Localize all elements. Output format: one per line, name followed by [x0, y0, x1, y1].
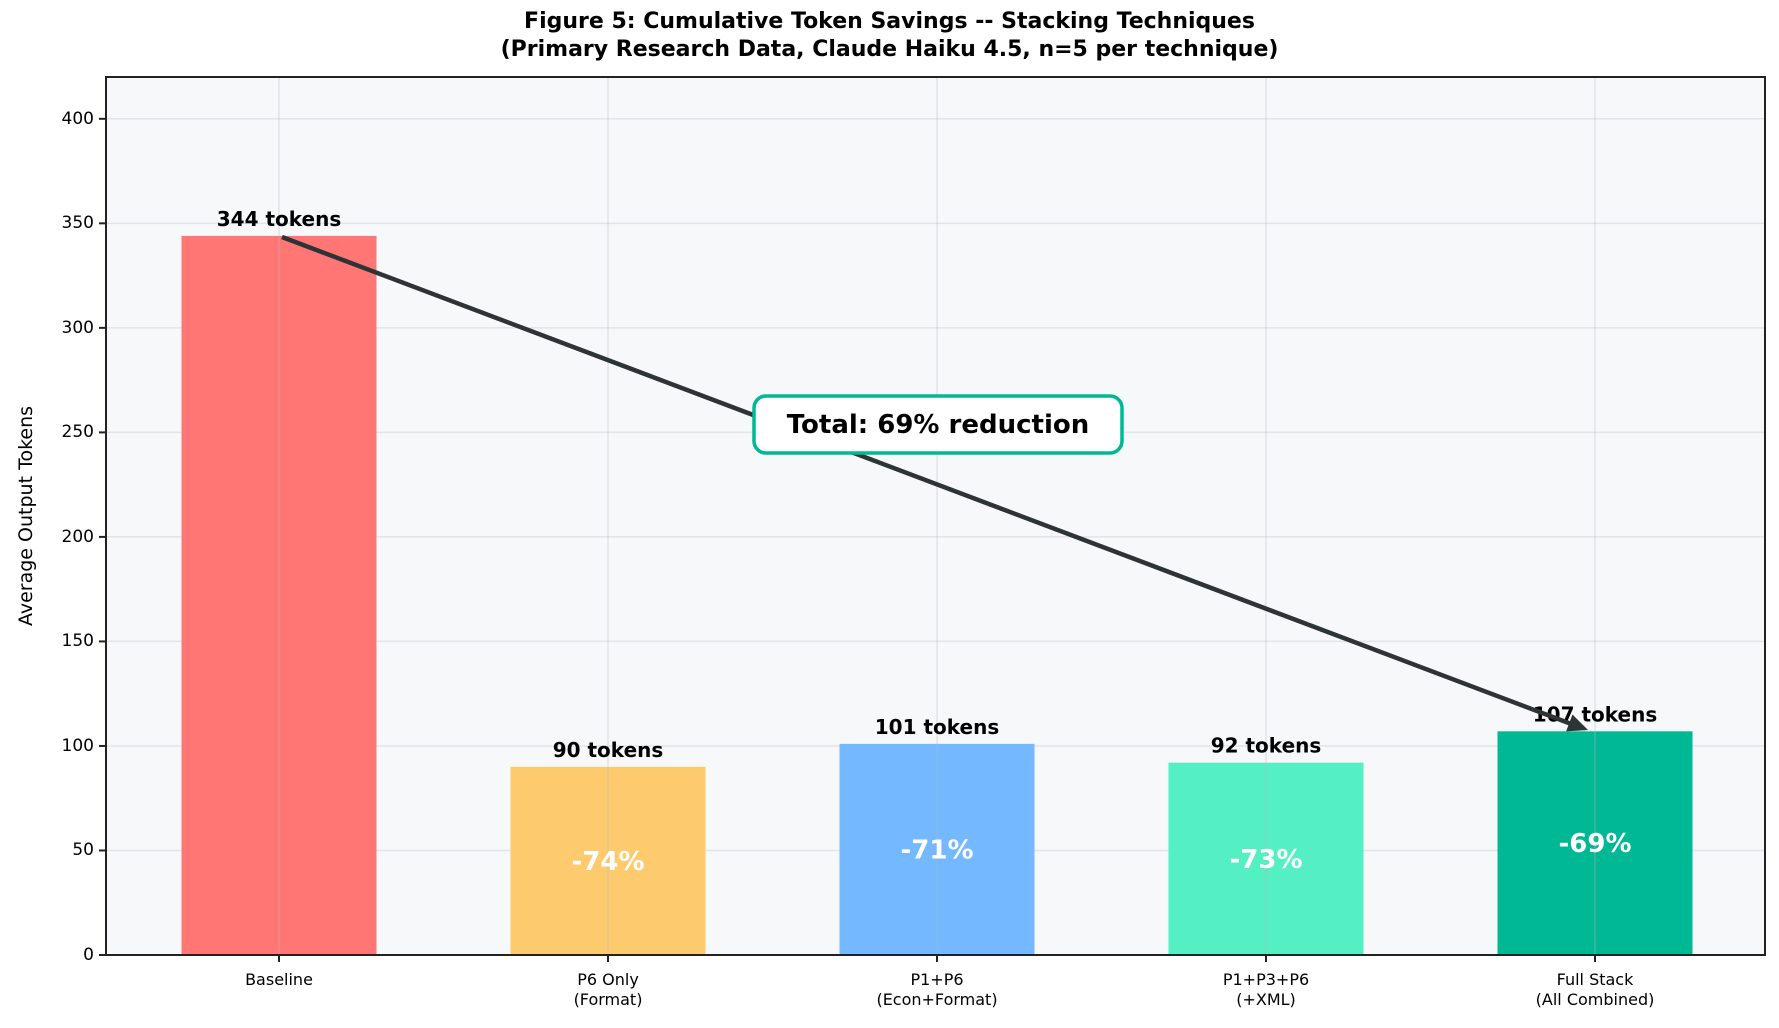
y-tick-label: 0: [83, 945, 94, 965]
y-tick-label: 350: [61, 213, 94, 234]
value-label: 90 tokens: [553, 738, 664, 762]
arrow-head-icon: [1566, 714, 1588, 732]
value-label: 344 tokens: [217, 207, 341, 231]
reduction-label: -69%: [1558, 829, 1631, 859]
x-tick-label: Baseline: [245, 970, 313, 989]
x-tick-label: P6 Only (Format): [573, 970, 643, 1009]
trend-arrow-line: [281, 234, 1575, 728]
bar: [1168, 762, 1364, 955]
y-tick-label: 150: [61, 631, 94, 652]
bar: [510, 766, 706, 955]
chart-title: Figure 5: Cumulative Token Savings -- St…: [0, 8, 1779, 64]
y-tick-label: 250: [61, 422, 94, 443]
y-tick-label: 200: [61, 526, 94, 547]
reduction-label: -73%: [1229, 845, 1302, 875]
reduction-label: -71%: [900, 835, 973, 865]
bar: [1497, 731, 1693, 955]
value-label: 101 tokens: [875, 715, 999, 739]
annotation-box: [752, 394, 1124, 455]
y-tick-label: 100: [61, 735, 94, 756]
x-tick-label: P1+P6 (Econ+Format): [876, 970, 998, 1009]
reduction-label: -74%: [571, 847, 644, 877]
bar: [181, 235, 377, 955]
title-line-1: Figure 5: Cumulative Token Savings -- St…: [524, 9, 1255, 34]
x-tick-label: Full Stack (All Combined): [1535, 970, 1655, 1009]
y-tick-label: 50: [72, 840, 94, 861]
value-label: 92 tokens: [1211, 734, 1322, 758]
x-tick-label: P1+P3+P6 (+XML): [1222, 970, 1310, 1009]
annotation-text: Total: 69% reduction: [787, 410, 1089, 440]
y-tick-label: 300: [61, 317, 94, 338]
bar: [839, 743, 1035, 955]
value-label: 107 tokens: [1533, 702, 1657, 726]
axes-frame: [105, 76, 1766, 956]
y-tick-label: 400: [61, 108, 94, 129]
title-line-2: (Primary Research Data, Claude Haiku 4.5…: [500, 37, 1279, 62]
